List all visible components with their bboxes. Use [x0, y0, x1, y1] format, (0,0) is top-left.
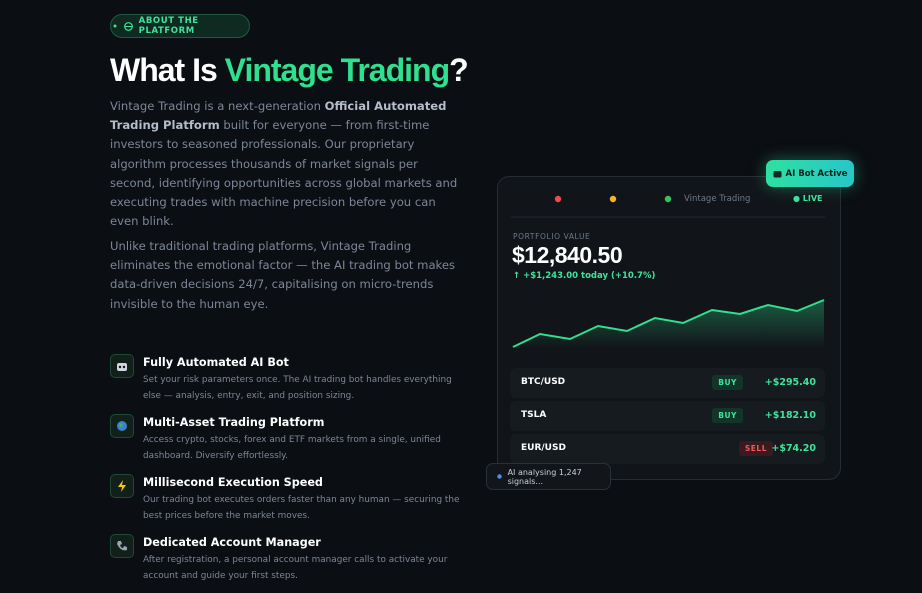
feature-title: Fully Automated AI Bot: [143, 356, 289, 369]
pnl: +$182.10: [764, 410, 816, 421]
action-badge: SELL: [738, 441, 773, 456]
feature-icon: [110, 354, 134, 378]
intro-paragraph: Vintage Trading is a next-generation Off…: [110, 97, 462, 231]
feature-text: After registration, a personal account m…: [143, 555, 448, 581]
portfolio-value: $12,840.50: [512, 242, 623, 268]
feature-title: Multi-Asset Trading Platform: [143, 416, 325, 429]
bot-active-text: AI Bot Active: [785, 168, 848, 179]
live-indicator: ● LIVE: [793, 194, 823, 203]
status-text: AI analysing 1,247 signals...: [507, 467, 582, 486]
feature-icon: [110, 414, 134, 438]
pair: EUR/USD: [521, 443, 566, 453]
chart-line: [512, 299, 825, 348]
pair: BTC/USD: [521, 377, 566, 387]
action-badge: BUY: [712, 375, 743, 390]
feature-title: Dedicated Account Manager: [143, 536, 321, 549]
pair: TSLA: [521, 410, 547, 420]
badge-icon: [124, 21, 133, 31]
badge-text: ABOUT THE PLATFORM: [138, 16, 199, 36]
feature-icon: [110, 534, 134, 558]
feature-text: Access crypto, stocks, forex and ETF mar…: [143, 435, 441, 461]
text: built for everyone — from first-time inv…: [110, 118, 458, 229]
heading-text: What Is: [110, 52, 225, 88]
portfolio-change: ↑ +$1,243.00 today (+10.7%): [513, 271, 656, 281]
trade-row: BTC/USD BUY +$295.40: [510, 368, 825, 398]
heading-text: ?: [449, 52, 469, 88]
bold-text: Official Automated Trading Platform: [110, 99, 447, 133]
action-badge: BUY: [712, 408, 743, 423]
window-dot: [609, 195, 617, 203]
text: Vintage Trading is a next-generation: [110, 99, 325, 113]
badge-dot: [113, 24, 117, 28]
status-toast: AI analysing 1,247 signals...: [486, 463, 611, 490]
window-dot: [664, 195, 672, 203]
pnl: +$74.20: [771, 443, 816, 454]
window-dot: [554, 195, 562, 203]
paragraph: Unlike traditional trading platforms, Vi…: [110, 239, 456, 311]
feature-icon: [110, 474, 134, 498]
pnl: +$295.40: [764, 377, 816, 388]
feature-text: Our trading bot executes orders faster t…: [143, 495, 460, 521]
portfolio-label: PORTFOLIO VALUE: [513, 232, 591, 241]
trade-row: TSLA BUY +$182.10: [510, 401, 825, 431]
window-title: Vintage Trading: [684, 194, 751, 204]
card-graphics: [511, 195, 825, 348]
bot-active-badge: AI Bot Active: [766, 160, 854, 187]
heading-highlight: Vintage Trading: [224, 52, 450, 88]
heading: What Is Vintage Trading?: [110, 52, 469, 89]
feature-title: Millisecond Execution Speed: [143, 476, 323, 489]
trade-row: EUR/USD SELL +$74.20: [510, 434, 825, 464]
section-badge: ABOUT THE PLATFORM: [110, 14, 250, 38]
feature-text: Set your risk parameters once. The AI tr…: [143, 375, 452, 401]
